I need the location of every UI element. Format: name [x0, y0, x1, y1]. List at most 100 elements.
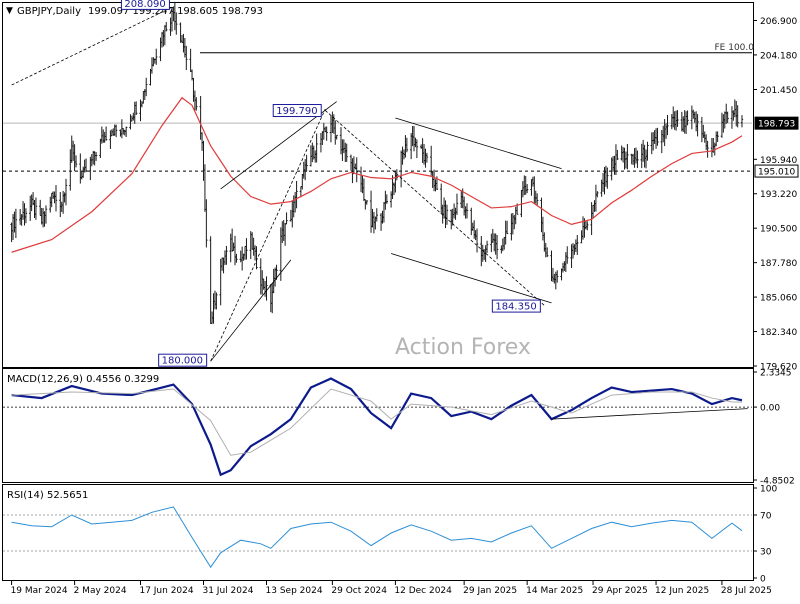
x-axis-label-8: 14 Mar 2025: [526, 586, 583, 596]
rsi-axis-label-0: 100: [760, 485, 777, 495]
price-bar: [451, 208, 454, 226]
price-bar: [51, 191, 55, 200]
price-bar: [491, 228, 494, 243]
price-bar: [33, 199, 36, 218]
price-bar: [626, 144, 629, 170]
price-bar: [576, 234, 579, 255]
price-bar: [474, 230, 477, 241]
price-bar: [99, 138, 102, 159]
price-bar: [556, 270, 559, 283]
price-bar: [200, 132, 204, 151]
price-bar: [71, 140, 75, 161]
price-bar: [305, 154, 308, 172]
price-bar: [693, 111, 696, 123]
price-bar: [450, 209, 453, 230]
price-bar: [185, 45, 188, 70]
price-bar: [470, 207, 473, 236]
price-bar: [510, 213, 513, 241]
price-bar: [59, 192, 62, 218]
price-axis-label-0: 206.900: [760, 17, 797, 27]
price-bar: [421, 138, 424, 163]
x-axis-label-2: 17 Jun 2024: [139, 586, 193, 596]
price-bar: [462, 196, 466, 216]
price-bar: [53, 191, 56, 204]
price-bar: [311, 142, 314, 163]
price-bar: [315, 133, 318, 163]
price-label-box-0: [120, 0, 170, 10]
price-bar: [733, 99, 737, 118]
price-bar: [424, 148, 427, 168]
price-bar: [10, 222, 13, 243]
price-bar: [69, 149, 72, 191]
price-bar: [361, 175, 364, 194]
price-bar: [404, 135, 407, 158]
macd-main-line: [11, 377, 743, 477]
trendline-4: [324, 110, 545, 306]
price-bar: [544, 242, 547, 258]
price-bar: [291, 200, 294, 228]
price-bar: [23, 203, 26, 226]
price-bar: [109, 130, 112, 149]
price-bar: [444, 200, 447, 229]
price-label-box-2: [158, 353, 208, 367]
price-axis-label-7: 190.500: [760, 225, 797, 235]
price-bar: [606, 167, 609, 189]
price-bar: [143, 89, 146, 100]
price-bar: [409, 133, 413, 160]
price-bar: [285, 212, 288, 225]
macd-axis-label-1: 0.00: [760, 404, 780, 414]
price-bar: [521, 181, 525, 198]
price-bar: [493, 233, 496, 252]
price-bar: [209, 236, 212, 324]
macd-signal-line: [11, 388, 742, 456]
price-bar: [683, 110, 686, 134]
price-bar: [152, 57, 155, 67]
x-axis-label-3: 31 Jul 2024: [202, 586, 253, 596]
macd-axis-label-0: 2.3345: [760, 369, 792, 379]
price-bar: [124, 126, 128, 138]
price-bar: [610, 157, 613, 181]
price-bar: [273, 267, 277, 287]
price-bar: [616, 149, 619, 161]
collapse-arrow-icon[interactable]: ▼: [6, 6, 13, 16]
price-bar: [735, 100, 738, 127]
price-bar: [566, 246, 569, 264]
x-axis-label-0: 19 Mar 2024: [11, 586, 68, 596]
price-bar: [110, 129, 114, 137]
x-axis-label-7: 29 Jan 2025: [463, 586, 517, 596]
price-bar: [233, 235, 237, 266]
price-axis-tag-3: [754, 116, 799, 130]
price-bar: [114, 124, 118, 138]
price-bar: [464, 206, 467, 219]
price-bar: [551, 267, 555, 282]
price-bar: [195, 97, 198, 111]
price-bar: [155, 48, 158, 65]
x-axis-label-5: 29 Oct 2024: [331, 586, 387, 596]
x-axis-label-9: 29 Apr 2025: [592, 586, 648, 596]
price-bar: [385, 194, 389, 204]
price-bar: [654, 128, 658, 149]
price-bar: [303, 159, 307, 181]
price-panel-frame: [2, 2, 754, 368]
macd-axis-label-2: -4.8502: [760, 477, 795, 487]
trendline-3: [210, 108, 326, 362]
price-bar: [570, 244, 573, 269]
price-bar: [142, 91, 145, 104]
price-bar: [511, 213, 515, 235]
price-bar: [371, 208, 374, 228]
price-axis-label-9: 185.060: [760, 294, 797, 304]
price-bar: [513, 214, 516, 230]
price-bar: [514, 206, 517, 225]
price-bar: [425, 152, 429, 163]
price-bar: [301, 173, 304, 190]
price-bar: [321, 131, 324, 145]
price-bar: [523, 175, 526, 196]
price-label-3: 184.350: [495, 302, 536, 313]
price-bar: [504, 220, 507, 245]
price-bar: [662, 125, 665, 143]
price-bar: [480, 235, 483, 267]
price-bar: [222, 257, 225, 274]
price-bar: [581, 216, 585, 240]
price-bar: [412, 125, 416, 152]
price-bar: [334, 120, 337, 145]
